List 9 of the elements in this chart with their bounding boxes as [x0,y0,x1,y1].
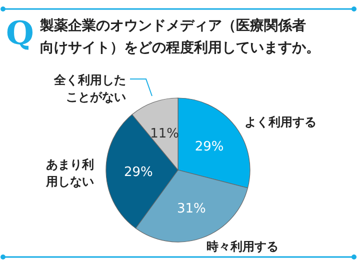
slice-label: 時々利用する [206,239,278,254]
chart-title: 製薬企業のオウンドメディア（医療関係者向けサイト）をどの程度利用していますか。 [39,17,320,56]
slice-label: よく利用する [244,114,316,129]
data-label: 29% [194,140,224,155]
data-label: 29% [124,165,153,180]
text: Q [6,14,34,52]
data-label: 31% [176,201,206,216]
slice-label: 全く利用したことがない [53,73,126,104]
slice-label: あまり利用しない [45,158,94,189]
